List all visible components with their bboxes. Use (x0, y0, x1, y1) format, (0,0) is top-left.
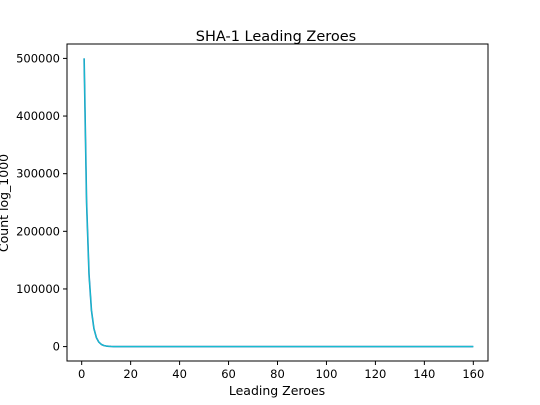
x-tick-label: 80 (270, 367, 285, 381)
y-tick-label: 400000 (16, 109, 60, 123)
y-tick-label: 500000 (16, 51, 60, 65)
y-axis: 0 100000 200000 300000 400000 500000 (16, 51, 67, 354)
x-tick-label: 120 (364, 367, 386, 381)
series-line-2 (83, 58, 474, 348)
y-tick-label: 200000 (16, 224, 60, 238)
x-tick-label: 100 (315, 367, 337, 381)
y-tick-label: 100000 (16, 282, 60, 296)
x-tick-label: 20 (123, 367, 138, 381)
y-axis-label: Count log_1000 (0, 154, 11, 252)
series-layer (83, 58, 474, 348)
x-tick-label: 140 (413, 367, 435, 381)
x-tick-label: 60 (221, 367, 236, 381)
x-axis: 0 20 40 60 80 100 120 140 160 (78, 361, 484, 381)
chart-title: SHA-1 Leading Zeroes (196, 29, 356, 45)
series-line-1 (83, 58, 474, 348)
y-tick-label: 300000 (16, 167, 60, 181)
y-tick-label: 0 (53, 340, 60, 354)
plot-area-frame (66, 43, 489, 362)
x-tick-label: 40 (172, 367, 187, 381)
x-axis-label: Leading Zeroes (229, 383, 325, 398)
x-tick-label: 0 (78, 367, 85, 381)
x-tick-label: 160 (462, 367, 484, 381)
